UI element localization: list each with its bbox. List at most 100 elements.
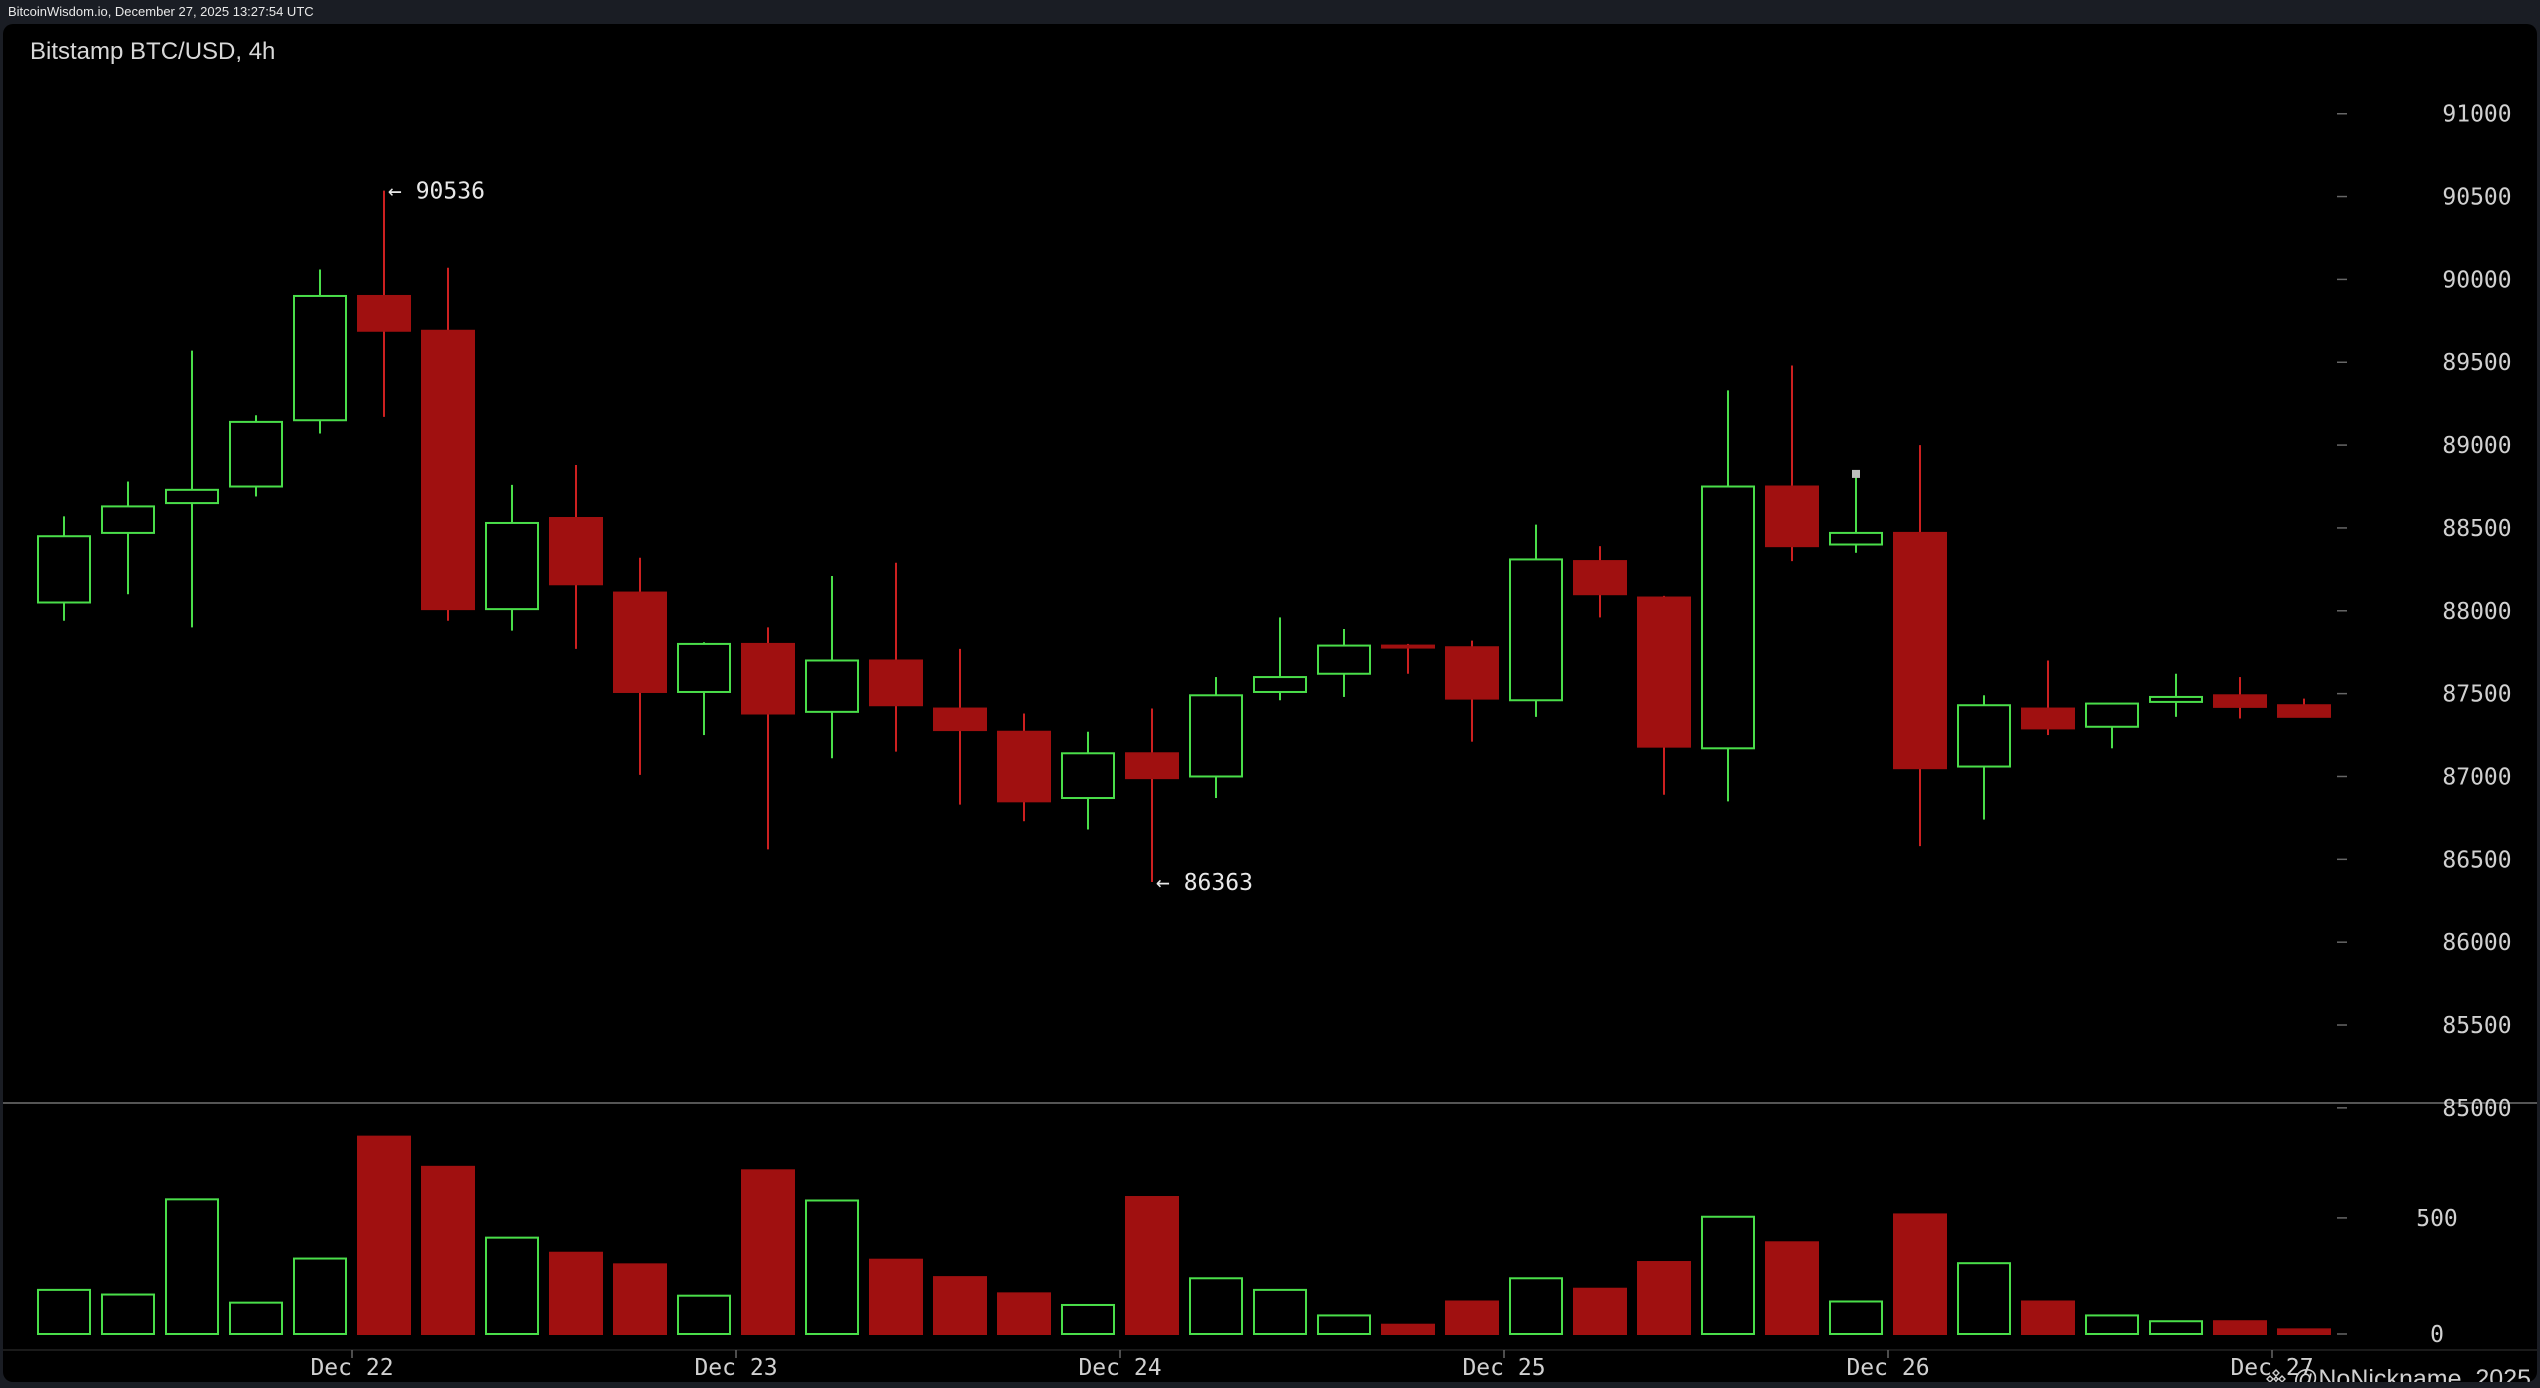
candle-down xyxy=(933,707,987,732)
candle-up xyxy=(37,535,91,604)
candlestick-chart[interactable]: 85000 85500 86000 86500 87000 87500 88000 88500… xyxy=(3,24,2537,1382)
volume-bar-down xyxy=(1893,1213,1947,1336)
candle-down xyxy=(997,730,1051,803)
candle-down xyxy=(1381,644,1435,649)
volume-bar-up xyxy=(1829,1300,1883,1336)
volume-bar-down xyxy=(741,1169,795,1335)
date-tick-label: Dec 26 xyxy=(1846,1355,1929,1381)
date-tick-label: Dec 25 xyxy=(1462,1355,1545,1381)
volume-bar-up xyxy=(1509,1277,1563,1336)
volume-bar-up xyxy=(485,1236,539,1335)
price-tick-label: 86500 xyxy=(2442,847,2511,873)
volume-bar-down xyxy=(997,1292,1051,1335)
price-tick-label: 86000 xyxy=(2442,930,2511,956)
volume-bar-down xyxy=(357,1135,411,1335)
candle-down xyxy=(549,516,603,586)
price-annotation: ← 90536 xyxy=(388,179,485,205)
volume-bar-down xyxy=(1637,1261,1691,1335)
volume-tick-label: 500 xyxy=(2416,1206,2458,1232)
candle-down xyxy=(1637,596,1691,748)
volume-bar-up xyxy=(1189,1277,1243,1336)
candle-up xyxy=(1509,558,1563,702)
volume-bar-up xyxy=(1701,1215,1755,1335)
volume-bar-up xyxy=(805,1199,859,1336)
volume-bar-down xyxy=(2213,1320,2267,1335)
timestamp-text: BitcoinWisdom.io, December 27, 2025 13:2… xyxy=(8,4,314,19)
volume-bar-up xyxy=(229,1301,283,1335)
candle-up xyxy=(485,521,539,611)
chart-title: Bitstamp BTC/USD, 4h xyxy=(30,38,276,65)
volume-bar-up xyxy=(677,1294,731,1336)
candle-up xyxy=(1701,485,1755,750)
price-tick-label: 89000 xyxy=(2442,433,2511,459)
candle-up xyxy=(1317,644,1371,675)
date-tick-label: Dec 22 xyxy=(310,1355,393,1381)
volume-bar-up xyxy=(1957,1262,2011,1336)
candle-up xyxy=(229,420,283,488)
candle-down xyxy=(2021,707,2075,730)
candle-up xyxy=(293,294,347,422)
price-tick-label: 87000 xyxy=(2442,764,2511,790)
volume-bar-up xyxy=(293,1257,347,1336)
volume-bar-up xyxy=(1317,1314,1371,1336)
volume-bar-up xyxy=(37,1288,91,1335)
price-tick-label: 85500 xyxy=(2442,1013,2511,1039)
volume-bar-down xyxy=(613,1263,667,1336)
candle-up xyxy=(2085,702,2139,728)
chart-panel: Bitstamp BTC/USD, 4h 85000 85500 86000 8650… xyxy=(3,24,2537,1382)
candle-down xyxy=(357,294,411,332)
candle-down xyxy=(1125,752,1179,780)
volume-bar-down xyxy=(2021,1300,2075,1336)
candle-down xyxy=(1893,531,1947,770)
candle-up xyxy=(2149,695,2203,703)
volume-bar-down xyxy=(1445,1300,1499,1336)
volume-bar-down xyxy=(549,1251,603,1335)
candle-down xyxy=(1765,485,1819,548)
price-tick-label: 88000 xyxy=(2442,599,2511,625)
candle-up xyxy=(165,488,219,505)
candle-down xyxy=(741,642,795,715)
candle-up xyxy=(805,659,859,713)
watermark-text: @NoNickname_2025 xyxy=(2293,1365,2532,1382)
price-tick-label: 90500 xyxy=(2442,185,2511,211)
volume-bar-down xyxy=(421,1165,475,1336)
price-tick-label: 87500 xyxy=(2442,682,2511,708)
volume-tick-label: 0 xyxy=(2430,1322,2444,1348)
candle-up xyxy=(1253,676,1307,693)
volume-bar-up xyxy=(165,1198,219,1336)
volume-bar-down xyxy=(1573,1287,1627,1335)
price-tick-label: 91000 xyxy=(2442,102,2511,128)
volume-bar-down xyxy=(2277,1328,2331,1336)
price-tick-label: 89500 xyxy=(2442,350,2511,376)
volume-bar-down xyxy=(933,1276,987,1336)
watermark-logo-icon xyxy=(2266,1369,2286,1382)
volume-bar-down xyxy=(869,1258,923,1336)
date-tick-label: Dec 23 xyxy=(694,1355,777,1381)
volume-bar-up xyxy=(1253,1288,1307,1335)
date-tick-label: Dec 24 xyxy=(1078,1355,1161,1381)
candle-down xyxy=(1445,646,1499,700)
marker-dot xyxy=(1852,469,1860,478)
price-annotation: ← 86363 xyxy=(1156,870,1253,896)
candle-down xyxy=(2213,694,2267,708)
price-tick-label: 85000 xyxy=(2442,1096,2511,1122)
volume-bar-down xyxy=(1765,1241,1819,1335)
volume-bar-up xyxy=(1061,1303,1115,1336)
candle-down xyxy=(1573,560,1627,596)
watermark: @NoNickname_2025 xyxy=(2265,1365,2531,1382)
candle-up xyxy=(677,642,731,693)
volume-bar-up xyxy=(2149,1320,2203,1335)
candle-up xyxy=(101,505,155,534)
volume-bar-down xyxy=(1381,1323,1435,1336)
volume-bar-down xyxy=(1125,1196,1179,1335)
candle-up xyxy=(1061,752,1115,800)
top-bar: BitcoinWisdom.io, December 27, 2025 13:2… xyxy=(0,0,2540,24)
volume-bar-up xyxy=(2085,1314,2139,1336)
candle-down xyxy=(613,591,667,693)
candle-up xyxy=(1829,531,1883,546)
candle-down xyxy=(421,329,475,611)
candle-up xyxy=(1189,694,1243,778)
date-tick-label: Dec 27 xyxy=(2230,1355,2313,1381)
volume-bar-up xyxy=(101,1293,155,1335)
candle-down xyxy=(2277,704,2331,718)
